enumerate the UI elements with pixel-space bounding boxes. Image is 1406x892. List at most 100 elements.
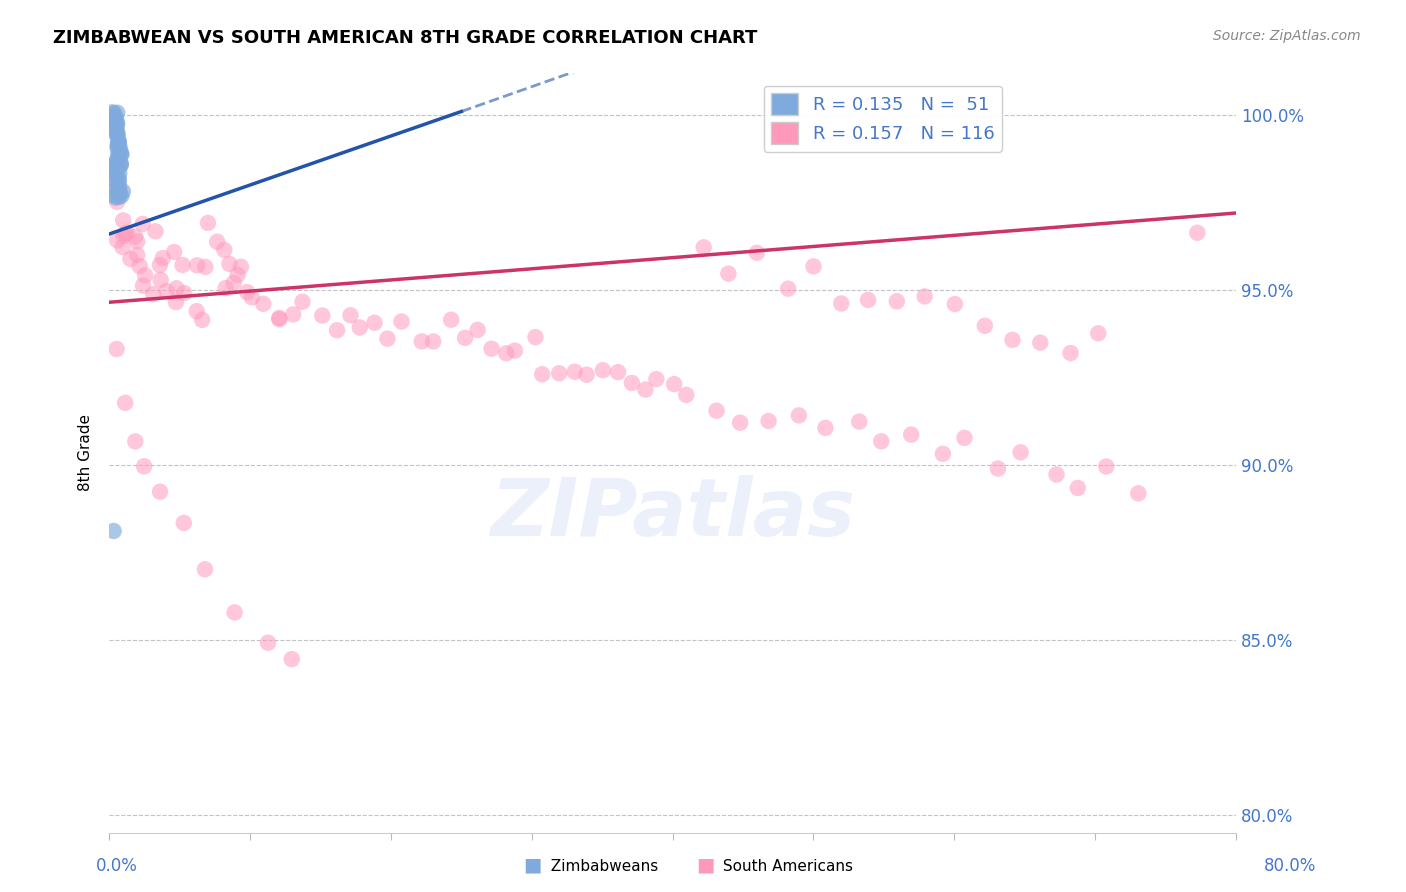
Point [787,409,810,423]
Point [120,252,142,266]
Point [103,157,125,171]
Point [107,128,129,142]
Point [1187,226,1209,240]
Point [283,307,305,321]
Point [454,331,477,345]
Point [422,334,444,349]
Point [111,240,134,254]
Point [900,427,922,442]
Text: Source: ZipAtlas.com: Source: ZipAtlas.com [1213,29,1361,44]
Point [104,123,127,137]
Point [110,158,132,172]
Point [191,313,214,327]
Point [105,105,128,120]
Point [503,343,526,358]
Point [349,320,371,334]
Point [229,260,252,274]
Point [1087,326,1109,341]
Text: 80.0%: 80.0% [1264,856,1316,874]
Point [104,112,127,127]
Point [675,388,697,402]
Point [105,194,128,209]
Point [110,188,132,202]
Point [1010,445,1032,459]
Point [886,294,908,309]
Point [548,366,571,380]
Point [645,372,668,386]
Point [112,229,135,244]
Point [240,290,263,304]
Point [987,461,1010,475]
Point [124,229,146,244]
Point [607,365,630,379]
Point [105,181,128,195]
Point [115,226,138,240]
Point [105,160,128,174]
Point [1067,481,1090,495]
Point [149,273,172,287]
Point [172,258,194,272]
Point [108,190,131,204]
Point [1059,346,1081,360]
Point [830,296,852,310]
Point [1029,335,1052,350]
Point [107,150,129,164]
Point [101,105,124,120]
Text: ■: ■ [696,855,714,874]
Point [107,184,129,198]
Point [166,281,188,295]
Point [165,295,187,310]
Point [104,166,127,180]
Point [634,383,657,397]
Point [127,248,149,262]
Point [339,308,361,322]
Point [108,175,131,189]
Point [481,342,503,356]
Point [186,258,208,272]
Point [269,312,291,326]
Point [440,312,463,326]
Point [205,235,228,249]
Point [252,297,274,311]
Point [564,365,586,379]
Point [105,126,128,140]
Point [1001,333,1024,347]
Point [105,119,128,133]
Point [127,235,149,249]
Point [155,284,177,298]
Point [105,115,128,129]
Point [870,434,893,449]
Point [728,416,751,430]
Point [411,334,433,349]
Point [693,240,716,254]
Text: ZIPatlas: ZIPatlas [491,475,855,552]
Point [103,188,125,202]
Point [108,185,131,199]
Point [104,182,127,196]
Point [108,184,131,198]
Point [107,136,129,151]
Point [107,133,129,147]
Point [132,217,155,231]
Point [943,297,966,311]
Point [236,285,259,299]
Point [620,376,643,390]
Point [257,636,280,650]
Point [173,286,195,301]
Point [103,113,125,128]
Point [953,431,976,445]
Point [914,289,936,303]
Point [107,141,129,155]
Point [173,516,195,530]
Point [107,138,129,153]
Point [226,268,249,282]
Point [103,106,125,120]
Text: South Americans: South Americans [718,859,853,873]
Text: ■: ■ [523,855,541,874]
Point [110,157,132,171]
Point [706,403,728,417]
Point [280,652,302,666]
Point [104,110,127,124]
Point [856,293,879,307]
Point [932,447,955,461]
